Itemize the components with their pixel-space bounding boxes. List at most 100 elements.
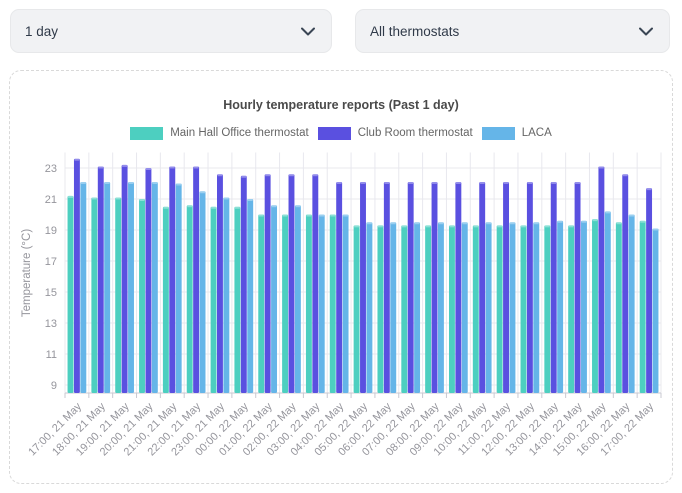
bar xyxy=(169,166,176,393)
bar-cap xyxy=(241,175,247,178)
bar-cap xyxy=(568,225,574,228)
y-tick-label: 15 xyxy=(45,287,57,299)
y-tick-label: 13 xyxy=(45,318,57,330)
bar-cap xyxy=(401,225,407,228)
period-select[interactable]: 1 day xyxy=(10,9,332,53)
bar-cap xyxy=(462,222,468,225)
bar-cap xyxy=(128,181,134,184)
thermostat-select-value: All thermostats xyxy=(370,23,460,39)
bar-cap xyxy=(289,174,294,177)
legend-item[interactable]: Main Hall Office thermostat xyxy=(130,126,309,140)
thermostat-select[interactable]: All thermostats xyxy=(355,9,670,53)
bar xyxy=(604,211,611,393)
bar-cap xyxy=(622,174,628,177)
bar xyxy=(175,183,182,393)
bar xyxy=(496,225,503,393)
legend-label: Main Hall Office thermostat xyxy=(170,127,309,139)
chevron-down-icon xyxy=(639,27,653,35)
bar xyxy=(390,222,397,393)
legend-item[interactable]: Club Room thermostat xyxy=(317,126,473,140)
bar-cap xyxy=(176,183,182,186)
bar xyxy=(336,181,343,393)
bar xyxy=(312,174,319,393)
chart-legend: Main Hall Office thermostat Club Room the… xyxy=(10,126,672,140)
bar-cap xyxy=(306,214,312,217)
bar xyxy=(472,225,479,393)
bar xyxy=(479,181,486,393)
bar-cap xyxy=(91,197,97,200)
legend-swatch xyxy=(481,126,515,140)
bar xyxy=(401,225,408,393)
bar xyxy=(199,191,206,393)
bar xyxy=(223,197,230,393)
bar xyxy=(73,158,80,393)
bar xyxy=(210,206,217,393)
bar xyxy=(557,220,564,393)
bar-cap xyxy=(115,197,121,200)
bar-cap xyxy=(200,191,205,194)
bar xyxy=(574,181,581,393)
bar-cap xyxy=(265,174,271,177)
bar xyxy=(425,225,432,393)
legend-item[interactable]: LACA xyxy=(481,126,552,140)
bar xyxy=(288,174,295,393)
bar-cap xyxy=(438,222,444,225)
bar xyxy=(646,188,653,393)
bar-cap xyxy=(354,225,360,228)
bar-cap xyxy=(414,222,420,225)
bar xyxy=(217,174,223,393)
bar xyxy=(533,222,540,393)
bar-cap xyxy=(425,225,431,228)
legend-label: LACA xyxy=(521,127,552,139)
period-select-value: 1 day xyxy=(25,23,59,39)
bar-cap xyxy=(104,181,110,184)
bar-cap xyxy=(551,181,557,184)
bar xyxy=(598,166,605,393)
bar-cap xyxy=(575,181,581,184)
chart-title: Hourly temperature reports (Past 1 day) xyxy=(223,98,459,112)
bar xyxy=(652,228,659,393)
bar-cap xyxy=(503,181,509,184)
bar xyxy=(377,225,384,393)
bar-cap xyxy=(80,181,86,184)
bar-cap xyxy=(384,181,390,184)
bar-cap xyxy=(163,206,169,209)
bar-cap xyxy=(282,214,288,217)
bar xyxy=(639,220,646,393)
bar xyxy=(520,225,527,393)
bar xyxy=(329,214,336,393)
bar xyxy=(544,225,551,393)
bar-cap xyxy=(581,220,587,223)
bar xyxy=(550,181,557,393)
bar xyxy=(258,214,265,393)
bar-cap xyxy=(330,214,336,217)
bar-cap xyxy=(74,158,80,161)
bar xyxy=(104,181,111,393)
bar-cap xyxy=(234,206,240,209)
bar-cap xyxy=(486,222,492,225)
bar xyxy=(139,199,145,393)
bar xyxy=(97,166,104,393)
bar-cap xyxy=(145,168,151,170)
bar-cap xyxy=(605,211,611,214)
chevron-down-icon xyxy=(301,27,315,35)
bar xyxy=(115,197,122,393)
bar-cap xyxy=(366,222,372,225)
bar-cap xyxy=(377,225,383,228)
bar-cap xyxy=(98,166,104,169)
bar xyxy=(448,225,455,393)
bar-cap xyxy=(455,181,461,184)
bar-cap xyxy=(557,220,563,223)
bar xyxy=(383,181,390,393)
bar xyxy=(145,168,152,393)
bar xyxy=(526,181,533,393)
bar-cap xyxy=(152,181,158,184)
bar-cap xyxy=(509,222,515,225)
bar xyxy=(461,222,468,393)
bar-cap xyxy=(527,181,533,184)
bar xyxy=(67,195,74,393)
bar xyxy=(186,205,193,393)
bar-cap xyxy=(640,220,646,223)
y-tick-label: 9 xyxy=(51,380,57,392)
